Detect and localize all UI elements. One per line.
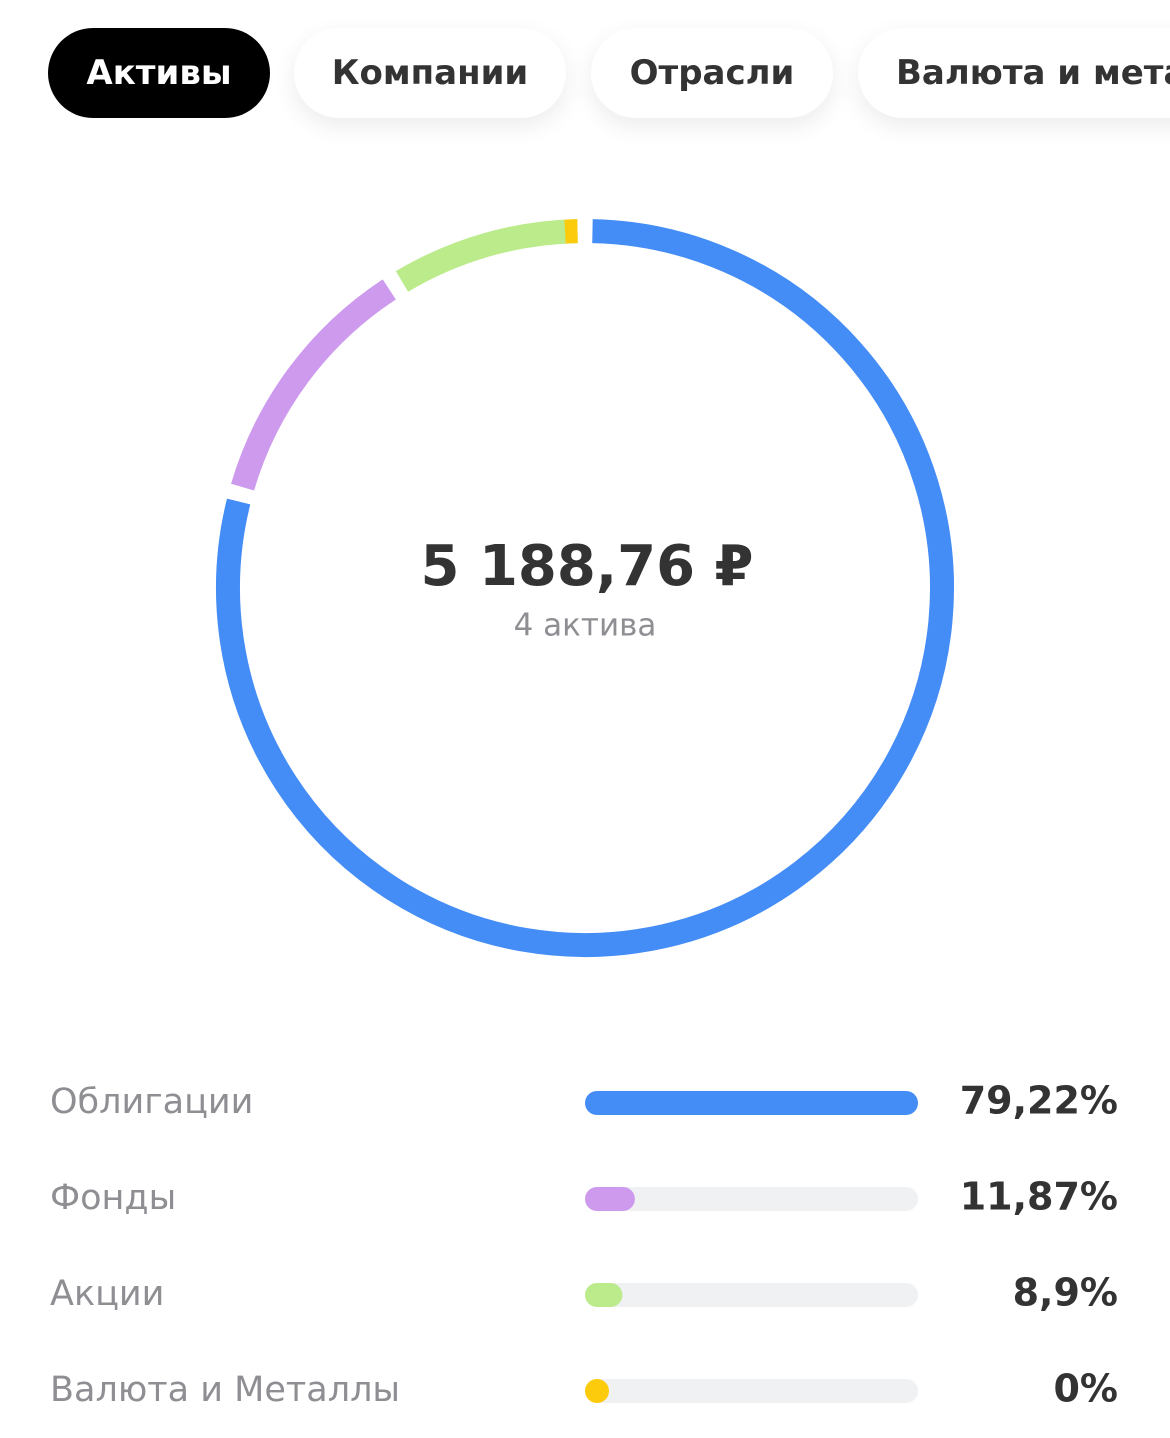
donut-segment — [395, 219, 578, 292]
donut-segment — [216, 219, 954, 957]
total-value: 5 188,76 ₽ — [420, 534, 753, 599]
bar — [585, 1187, 635, 1211]
bar-track — [585, 1379, 918, 1403]
value-label: 8,9% — [1013, 1271, 1118, 1315]
legend-label: Фонды — [50, 1178, 176, 1218]
tab-bar: Активы Компании Отрасли Валюта и мета — [0, 0, 1170, 160]
legend-label: Акции — [50, 1274, 164, 1314]
tab[interactable]: Компании — [294, 28, 566, 118]
tab[interactable]: Отрасли — [591, 28, 833, 118]
value-label: 79,22% — [960, 1079, 1118, 1123]
total-label: 4 актива — [514, 608, 657, 644]
value-label: 0% — [1053, 1367, 1118, 1411]
legend-label: Облигации — [50, 1082, 253, 1122]
donut-segment — [231, 279, 396, 491]
bar — [585, 1379, 609, 1403]
tab[interactable]: Валюта и мета — [858, 28, 1170, 118]
bar-track — [585, 1283, 918, 1307]
value-label: 11,87% — [960, 1175, 1118, 1219]
tab[interactable]: Активы — [48, 28, 270, 118]
legend-label: Валюта и Металлы — [50, 1370, 400, 1410]
bar-track — [585, 1187, 918, 1211]
bar — [585, 1283, 623, 1307]
bar — [585, 1091, 918, 1115]
